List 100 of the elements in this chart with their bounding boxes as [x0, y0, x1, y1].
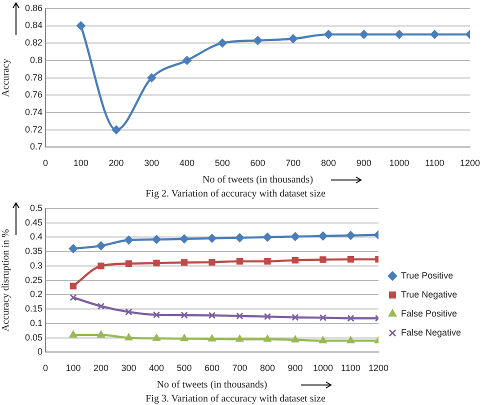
- point: [264, 312, 272, 320]
- point: [112, 125, 121, 134]
- x-tick-label: 500: [176, 363, 192, 374]
- point: [218, 38, 227, 48]
- point: [319, 336, 327, 344]
- x-tick-label: 400: [148, 363, 164, 374]
- point: [208, 258, 216, 266]
- y-tick-label: 0.5: [30, 202, 43, 213]
- point: [292, 314, 299, 321]
- y-tick-label: 0.35: [24, 246, 43, 256]
- y-tick-label: 0.7: [30, 142, 43, 152]
- x-tick-label: 700: [286, 158, 301, 168]
- x-tick-label: 1100: [341, 363, 360, 374]
- point: [264, 258, 271, 265]
- point: [319, 314, 327, 322]
- point: [70, 294, 77, 302]
- point: [69, 330, 78, 338]
- x-tick-label: 1000: [389, 158, 410, 168]
- legend-label: False Negative: [400, 327, 461, 338]
- point: [76, 21, 86, 30]
- point: [236, 334, 244, 342]
- y-axis-title: Accuracy disruption in %: [0, 229, 12, 332]
- x-tick-label: 800: [260, 363, 275, 374]
- point: [153, 260, 160, 266]
- y-tick-label: 0.86: [24, 2, 43, 13]
- point: [68, 244, 78, 254]
- y-tick-label: 0.4: [30, 232, 43, 242]
- point: [208, 312, 216, 319]
- x-tick-label: 800: [320, 158, 336, 168]
- point: [320, 256, 326, 263]
- point: [207, 234, 216, 243]
- point: [152, 234, 161, 244]
- x-tick-label: 300: [121, 363, 136, 374]
- x-tick-label: 100: [73, 158, 88, 168]
- y-tick-label: 0.78: [24, 72, 43, 82]
- y-tick-label: 0.3: [30, 260, 43, 270]
- point: [264, 334, 272, 342]
- y-tick-label: 0: [38, 346, 43, 357]
- point: [318, 232, 328, 241]
- y-tick-label: 0.1: [30, 318, 43, 328]
- y-tick-label: 0.74: [24, 106, 43, 117]
- x-tick-label: 300: [144, 158, 160, 168]
- y-tick-label: 0.05: [24, 332, 43, 342]
- x-tick-label: 500: [214, 158, 230, 168]
- point: [347, 314, 354, 322]
- y-tick-label: 0.76: [24, 90, 43, 100]
- point: [430, 30, 440, 39]
- y-tick-label: 0.45: [24, 217, 43, 228]
- point: [124, 236, 134, 245]
- point: [236, 312, 244, 320]
- x-tick-label: 200: [93, 363, 109, 374]
- point: [182, 56, 192, 65]
- point: [236, 258, 244, 265]
- x-tick-label: 700: [232, 363, 248, 374]
- y-tick-label: 0.25: [24, 274, 43, 285]
- y-tick-label: 0.84: [24, 20, 43, 30]
- point: [253, 36, 262, 45]
- point: [125, 260, 132, 267]
- y-axis-title: Accuracy: [0, 58, 12, 97]
- x-tick-label: 1200: [368, 363, 388, 374]
- point: [324, 30, 333, 39]
- point: [180, 312, 188, 319]
- y-tick-label: 0.15: [24, 304, 43, 314]
- x-tick-label: 600: [204, 363, 220, 374]
- text: Fig 3. Variation of accuracy with dataset size: [146, 394, 326, 405]
- x-tick-label: 200: [108, 158, 124, 168]
- point: [180, 234, 189, 244]
- point: [288, 34, 298, 44]
- y-tick-label: 0.2: [30, 289, 43, 300]
- x-tick-label: 400: [179, 158, 195, 168]
- x-tick-label: 600: [250, 158, 266, 168]
- point: [394, 30, 404, 39]
- point: [180, 259, 188, 266]
- x-tick-label: 900: [288, 363, 303, 374]
- point: [125, 308, 132, 316]
- point: [70, 282, 77, 290]
- x-tick-label: 100: [66, 363, 81, 374]
- point: [346, 230, 356, 240]
- point: [98, 262, 104, 270]
- point: [152, 334, 160, 341]
- point: [347, 256, 354, 263]
- point: [152, 311, 160, 318]
- y-tick-label: 0.8: [30, 54, 43, 65]
- point: [96, 241, 106, 250]
- point: [359, 30, 368, 39]
- y-tick-label: 0.82: [24, 38, 43, 48]
- point: [147, 73, 156, 82]
- x-tick-label: 1100: [424, 158, 444, 168]
- x-tick-label: 1000: [312, 363, 333, 374]
- point: [208, 334, 216, 342]
- point: [290, 232, 300, 242]
- point: [291, 335, 300, 342]
- x-tick-label: 1200: [460, 158, 480, 168]
- y-tick-label: 0.72: [24, 124, 43, 134]
- x-tick-label: 900: [356, 158, 372, 168]
- point: [180, 334, 188, 342]
- legend-label: False Positive: [400, 308, 457, 318]
- x-axis-title: No of tweets (in thousands): [202, 174, 314, 186]
- point: [235, 233, 244, 242]
- text: Fig 2. Variation of accuracy with dataset size: [146, 188, 326, 200]
